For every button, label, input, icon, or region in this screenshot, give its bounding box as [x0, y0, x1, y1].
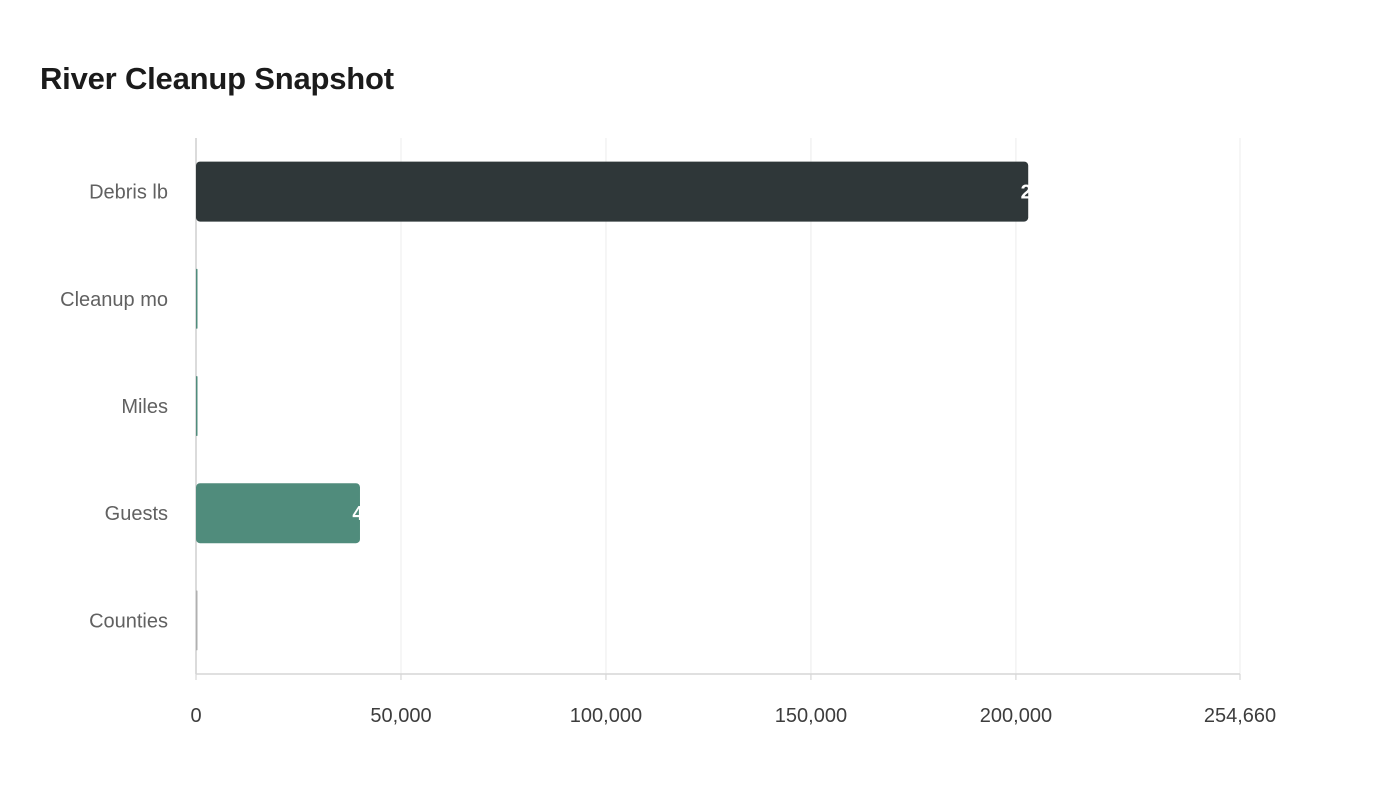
x-tick-label: 254,660 [1204, 705, 1276, 727]
axes: 0 50,000 100,000 150,000 200,000 254,660 [190, 138, 1276, 727]
bar-cleanup-mo [196, 268, 198, 329]
category-label: Guests [105, 503, 168, 525]
category-label: Counties [89, 610, 168, 632]
category-label: Debris lb [89, 182, 168, 204]
value-label: 2 [1021, 182, 1032, 204]
labels: Debris lb 2 Cleanup mo Miles Guests 4 Counties [60, 182, 1032, 633]
x-tick-label: 200,000 [980, 705, 1052, 727]
bar-guests [196, 483, 360, 544]
category-label: Cleanup mo [60, 289, 168, 311]
gridlines [400, 138, 1241, 674]
category-label: Miles [121, 396, 168, 418]
x-tick-label: 150,000 [775, 705, 847, 727]
bar-debris-lb [196, 161, 1029, 222]
chart-title: River Cleanup Snapshot [40, 61, 394, 96]
bar-counties [196, 590, 198, 651]
x-tick-label: 100,000 [570, 705, 642, 727]
value-label: 4 [352, 503, 364, 525]
x-tick-label: 0 [190, 705, 201, 727]
x-tick-label: 50,000 [370, 705, 431, 727]
bar-miles [196, 376, 198, 436]
bars [196, 161, 1029, 651]
